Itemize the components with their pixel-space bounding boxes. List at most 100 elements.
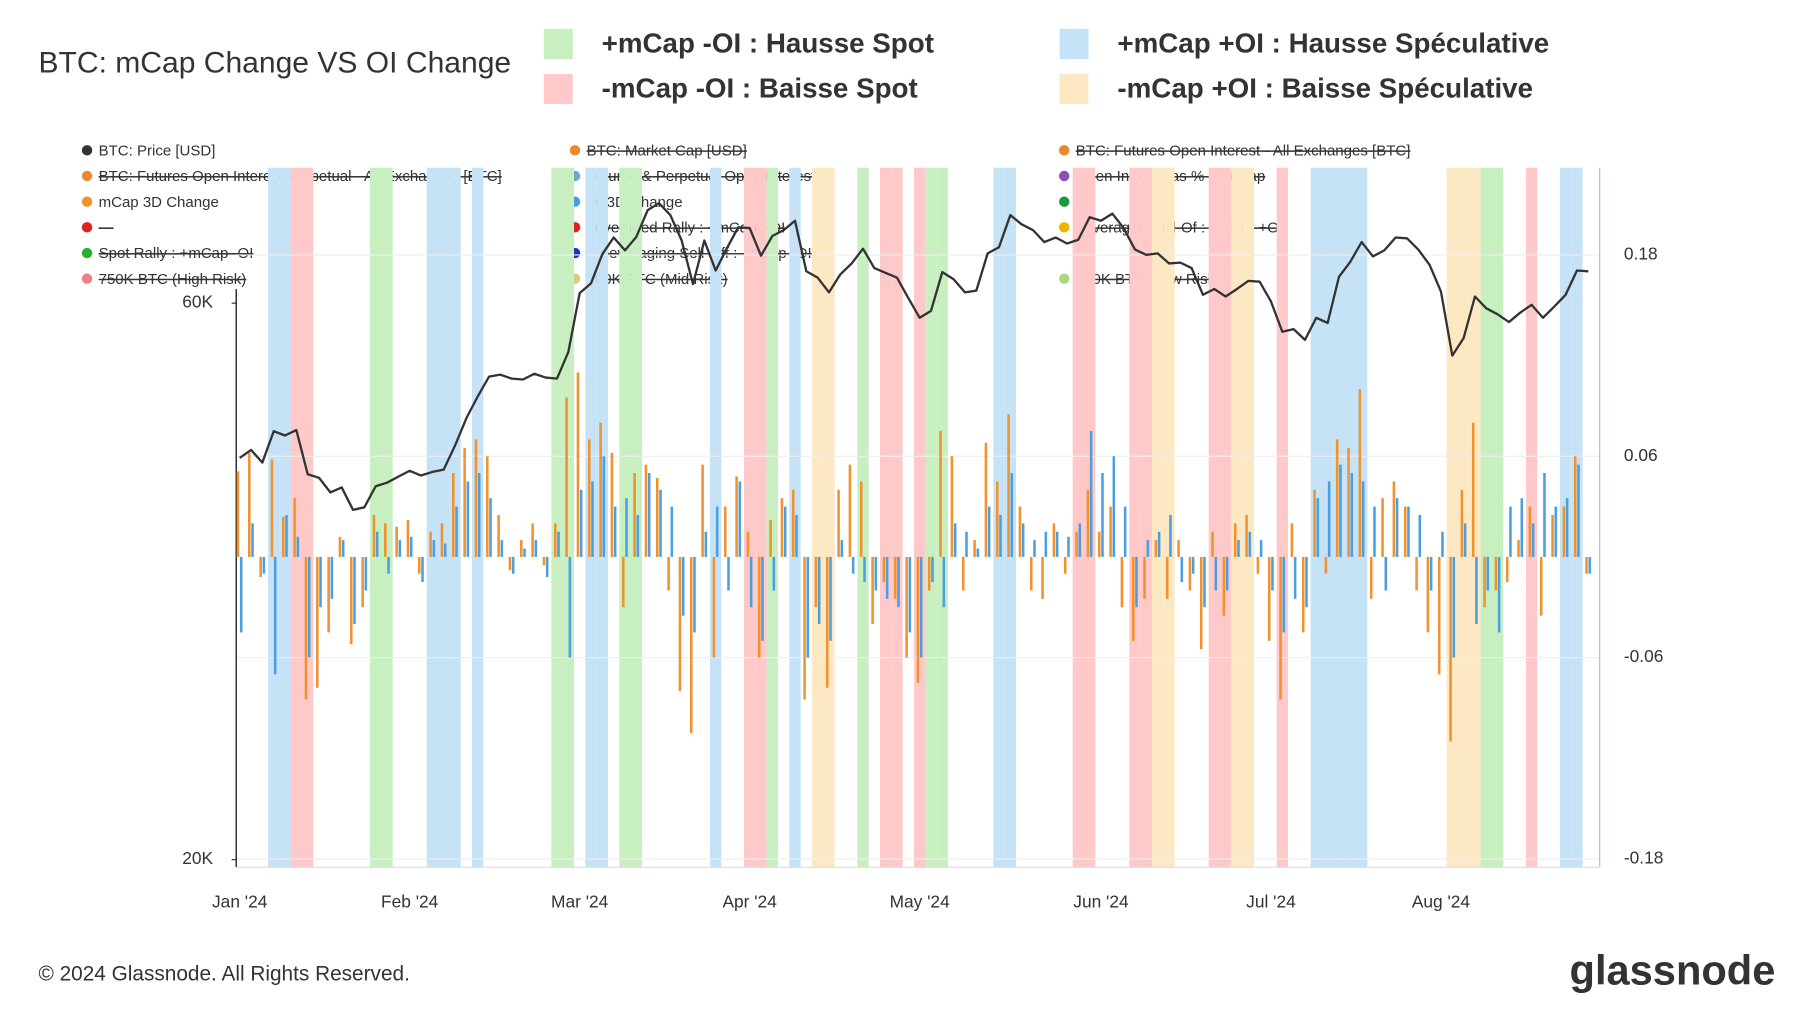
bar <box>599 422 602 557</box>
regime-band <box>1231 167 1243 868</box>
bar <box>1214 556 1218 591</box>
bar <box>727 556 730 591</box>
regime-band <box>1140 167 1152 868</box>
bar <box>984 442 988 557</box>
x-tick-label: Mar '24 <box>551 892 609 912</box>
regime-band <box>551 167 563 868</box>
bar <box>1018 506 1022 557</box>
regime-band <box>630 167 643 868</box>
bar <box>486 456 489 557</box>
bar <box>353 556 356 625</box>
bar <box>622 556 625 608</box>
legend-label: BTC: Price [USD] <box>99 142 216 159</box>
bar <box>1316 498 1320 557</box>
y-tick-label: 20K <box>182 848 213 868</box>
bar <box>927 556 931 591</box>
bar <box>316 556 319 688</box>
bar <box>440 523 444 557</box>
regime-band <box>1480 167 1492 868</box>
bar <box>882 556 886 583</box>
bar <box>1471 422 1475 557</box>
regime-band <box>823 167 835 868</box>
bar <box>497 514 500 557</box>
bar <box>636 514 640 557</box>
bar <box>1075 531 1078 557</box>
copyright: © 2024 Glassnode. All Rights Reserved. <box>38 962 409 985</box>
bar <box>1301 556 1305 633</box>
bar <box>1237 540 1240 557</box>
legend-label: 750K BTC (High Risk) <box>99 271 247 288</box>
bar <box>1279 556 1282 700</box>
bar <box>1044 531 1048 557</box>
legend-dot <box>1059 196 1070 207</box>
bar <box>1021 523 1025 557</box>
bar <box>455 506 458 557</box>
bar <box>1041 556 1044 599</box>
bar <box>296 536 300 557</box>
bar <box>1089 431 1093 557</box>
bar <box>761 556 764 641</box>
regime-label: +mCap -OI : Hausse Spot <box>602 27 934 58</box>
bar <box>795 514 798 557</box>
bar <box>1531 523 1535 557</box>
bar <box>1426 556 1430 633</box>
bar <box>1520 498 1524 557</box>
bar <box>327 556 330 633</box>
legend-dot <box>1059 170 1070 182</box>
bar <box>1361 481 1365 557</box>
bar <box>248 452 251 557</box>
bar <box>489 498 492 557</box>
bar <box>1497 556 1501 633</box>
legend-dot <box>81 222 93 233</box>
bar <box>270 459 274 557</box>
bar <box>871 556 874 625</box>
bar <box>1233 523 1237 557</box>
regime-band <box>290 167 303 868</box>
bar <box>565 397 568 557</box>
bar <box>463 447 466 557</box>
regime-band <box>1491 167 1504 868</box>
bar <box>1097 531 1101 557</box>
regime-swatch <box>543 28 573 59</box>
regime-band <box>913 167 926 868</box>
regime-band <box>766 167 779 868</box>
bar <box>372 514 376 557</box>
bar <box>304 556 308 700</box>
bar <box>262 556 266 574</box>
bar <box>1449 556 1452 742</box>
bar <box>1033 540 1036 557</box>
bar <box>1475 556 1478 625</box>
bar <box>976 548 980 557</box>
legend-dot <box>81 196 93 207</box>
bar <box>829 556 832 641</box>
bar <box>825 556 829 688</box>
legend-dot <box>569 145 581 156</box>
bar <box>520 540 523 557</box>
bar <box>1415 556 1418 591</box>
bar <box>1305 556 1308 608</box>
bar <box>746 531 750 557</box>
bar <box>1403 506 1407 557</box>
regime-band <box>1469 167 1481 868</box>
bar <box>656 478 659 557</box>
bar <box>1509 506 1512 557</box>
bar <box>406 520 410 557</box>
bar <box>1539 556 1543 616</box>
bar <box>916 556 920 683</box>
bar <box>1143 556 1146 599</box>
regime-band <box>879 167 892 868</box>
bar <box>1517 540 1520 557</box>
bar <box>814 556 818 608</box>
bar <box>897 556 900 608</box>
regime-band <box>381 167 393 868</box>
bar <box>1395 498 1399 557</box>
regime-band <box>268 167 280 868</box>
bar <box>1551 514 1554 557</box>
regime-band <box>596 167 609 868</box>
bar <box>1101 473 1104 557</box>
regime-band <box>438 167 450 868</box>
regime-band <box>449 167 461 868</box>
regime-band <box>789 167 801 868</box>
bar <box>1222 556 1226 616</box>
bar <box>995 481 999 557</box>
